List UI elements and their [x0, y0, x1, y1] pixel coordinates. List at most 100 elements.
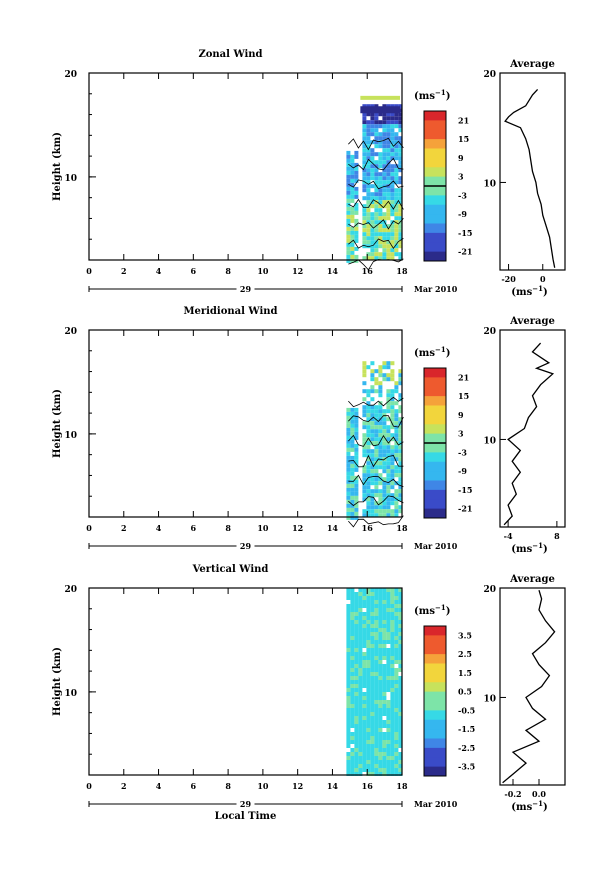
y-axis-label: Height (km): [52, 389, 63, 458]
heatmap-cell: [390, 369, 395, 374]
heatmap-cell: [378, 628, 383, 632]
heatmap-cell: [378, 704, 383, 708]
heatmap-cell: [350, 656, 355, 660]
heatmap-cell: [346, 218, 351, 223]
colorbar-segment: [424, 214, 446, 224]
heatmap-cell: [362, 636, 367, 640]
heatmap-cell: [366, 728, 371, 732]
heatmap-cell: [374, 728, 379, 732]
heatmap-cell: [394, 509, 399, 514]
heatmap-cell: [374, 704, 379, 708]
heatmap-cell: [386, 144, 391, 149]
heatmap-cell: [374, 437, 379, 442]
x-tick-label: 10: [257, 266, 269, 276]
heatmap-cell: [390, 493, 395, 498]
heatmap-cell: [382, 768, 387, 772]
heatmap-cell: [398, 168, 403, 173]
heatmap-cell: [370, 716, 375, 720]
heatmap-cell: [362, 764, 367, 768]
heatmap-cell: [390, 453, 395, 458]
heatmap-cell: [374, 252, 379, 257]
date-label: 29: [240, 541, 252, 551]
heatmap-cell: [394, 501, 399, 506]
heatmap-cell: [390, 760, 395, 764]
heatmap-cell: [358, 648, 363, 652]
heatmap-cell: [394, 445, 399, 450]
heatmap-cell: [366, 704, 371, 708]
colorbar-segment: [424, 120, 446, 131]
heatmap-cell: [378, 224, 383, 229]
heatmap-cell: [398, 369, 403, 374]
heatmap-cell: [358, 724, 363, 728]
heatmap-cell: [370, 164, 375, 169]
heatmap-cell: [394, 768, 399, 772]
heatmap-cell: [386, 648, 391, 652]
colorbar-segment: [424, 626, 446, 636]
colorbar-label: -9: [458, 209, 467, 219]
heatmap-cell: [398, 196, 403, 201]
heatmap-cell: [386, 652, 391, 656]
heatmap-cell: [390, 136, 395, 141]
heatmap-cell: [362, 497, 367, 502]
heatmap-cell: [362, 116, 367, 121]
heatmap-cell: [398, 469, 403, 474]
heatmap-cell: [366, 592, 371, 596]
heatmap-cell: [398, 648, 403, 652]
profile-x-axis-label-close: ): [543, 544, 548, 555]
heatmap-cell: [350, 250, 355, 255]
heatmap-cell: [394, 188, 399, 193]
heatmap-cell: [382, 228, 387, 233]
heatmap-cell: [374, 620, 379, 624]
heatmap-cell: [378, 660, 383, 664]
heatmap-cell: [370, 648, 375, 652]
heatmap-cell: [394, 244, 399, 249]
heatmap-cell: [382, 756, 387, 760]
heatmap-cell: [398, 764, 403, 768]
heatmap-cell: [362, 676, 367, 680]
heatmap-cell: [386, 132, 391, 137]
heatmap-cell: [362, 132, 367, 137]
heatmap-cell: [398, 604, 403, 608]
heatmap-cell: [378, 600, 383, 604]
colorbar-label: 0.5: [458, 687, 472, 697]
heatmap-cell: [378, 176, 383, 181]
heatmap-cell: [354, 166, 359, 171]
profile-y-tick-label: 10: [483, 179, 496, 189]
heatmap-cell: [370, 240, 375, 245]
heatmap-cell: [366, 660, 371, 664]
heatmap-cell: [346, 186, 351, 191]
x-tick-label: 0: [86, 523, 92, 533]
heatmap-cell: [374, 216, 379, 221]
heatmap-cell: [358, 700, 363, 704]
heatmap-cell: [398, 728, 403, 732]
heatmap-cell: [350, 234, 355, 239]
heatmap-cell: [362, 656, 367, 660]
heatmap-cell: [390, 208, 395, 213]
x-tick-label: 14: [327, 266, 339, 276]
heatmap-cell: [398, 493, 403, 498]
heatmap-cell: [346, 676, 351, 680]
heatmap-cell: [398, 477, 403, 482]
heatmap-cell: [350, 680, 355, 684]
heatmap-cell: [394, 708, 399, 712]
heatmap-cell: [358, 624, 363, 628]
heatmap-cell: [390, 588, 395, 592]
heatmap-cell: [390, 393, 395, 398]
contour-line: [348, 415, 404, 428]
heatmap-cell: [358, 656, 363, 660]
heatmap-cell: [354, 600, 359, 604]
heatmap-cell: [394, 648, 399, 652]
heatmap-cell: [378, 640, 383, 644]
heatmap-cell: [350, 736, 355, 740]
heatmap-cell: [346, 632, 351, 636]
heatmap-cell: [398, 696, 403, 700]
heatmap-cell: [354, 720, 359, 724]
heatmap-cell: [386, 180, 391, 185]
colorbar-unit-exp: −1: [435, 345, 446, 354]
heatmap-cell: [382, 628, 387, 632]
date-label: 29: [240, 799, 252, 809]
heatmap-cell: [390, 461, 395, 466]
heatmap-cell: [398, 240, 403, 245]
heatmap-cell: [378, 620, 383, 624]
